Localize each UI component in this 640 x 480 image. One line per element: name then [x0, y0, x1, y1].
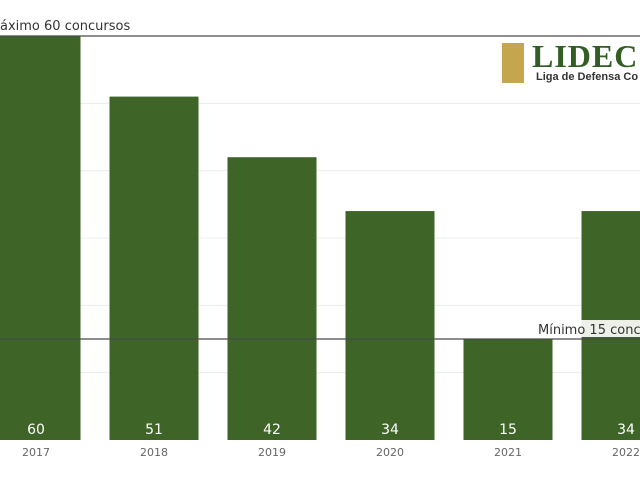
x-tick-label: 2022 [612, 446, 640, 459]
max-reference-label: áximo 60 concursos [0, 19, 130, 34]
bar-value-label: 42 [263, 422, 281, 438]
x-tick-label: 2021 [494, 446, 522, 459]
bar-2021 [463, 339, 553, 440]
x-tick-label: 2018 [140, 446, 168, 459]
bar-value-label: 34 [617, 422, 635, 438]
bar-value-label: 60 [27, 422, 45, 438]
logo-wordmark: LIDEC [532, 40, 639, 74]
lidec-logo: LIDEC Liga de Defensa Co [502, 40, 640, 86]
logo-mark-icon [502, 43, 524, 83]
logo-subtitle: Liga de Defensa Co [536, 71, 639, 83]
x-tick-label: 2017 [22, 446, 50, 459]
min-reference-label: Mínimo 15 conc [538, 323, 640, 338]
bar-value-label: 34 [381, 422, 399, 438]
bar-2018 [109, 96, 199, 440]
bar-2020 [345, 211, 435, 440]
min-reference-label-bg [534, 320, 640, 337]
bar-2019 [227, 157, 317, 440]
x-tick-label: 2020 [376, 446, 404, 459]
bar-value-label: 51 [145, 422, 163, 438]
bar-2017 [0, 36, 81, 440]
x-tick-label: 2019 [258, 446, 286, 459]
bar-value-label: 15 [499, 422, 517, 438]
